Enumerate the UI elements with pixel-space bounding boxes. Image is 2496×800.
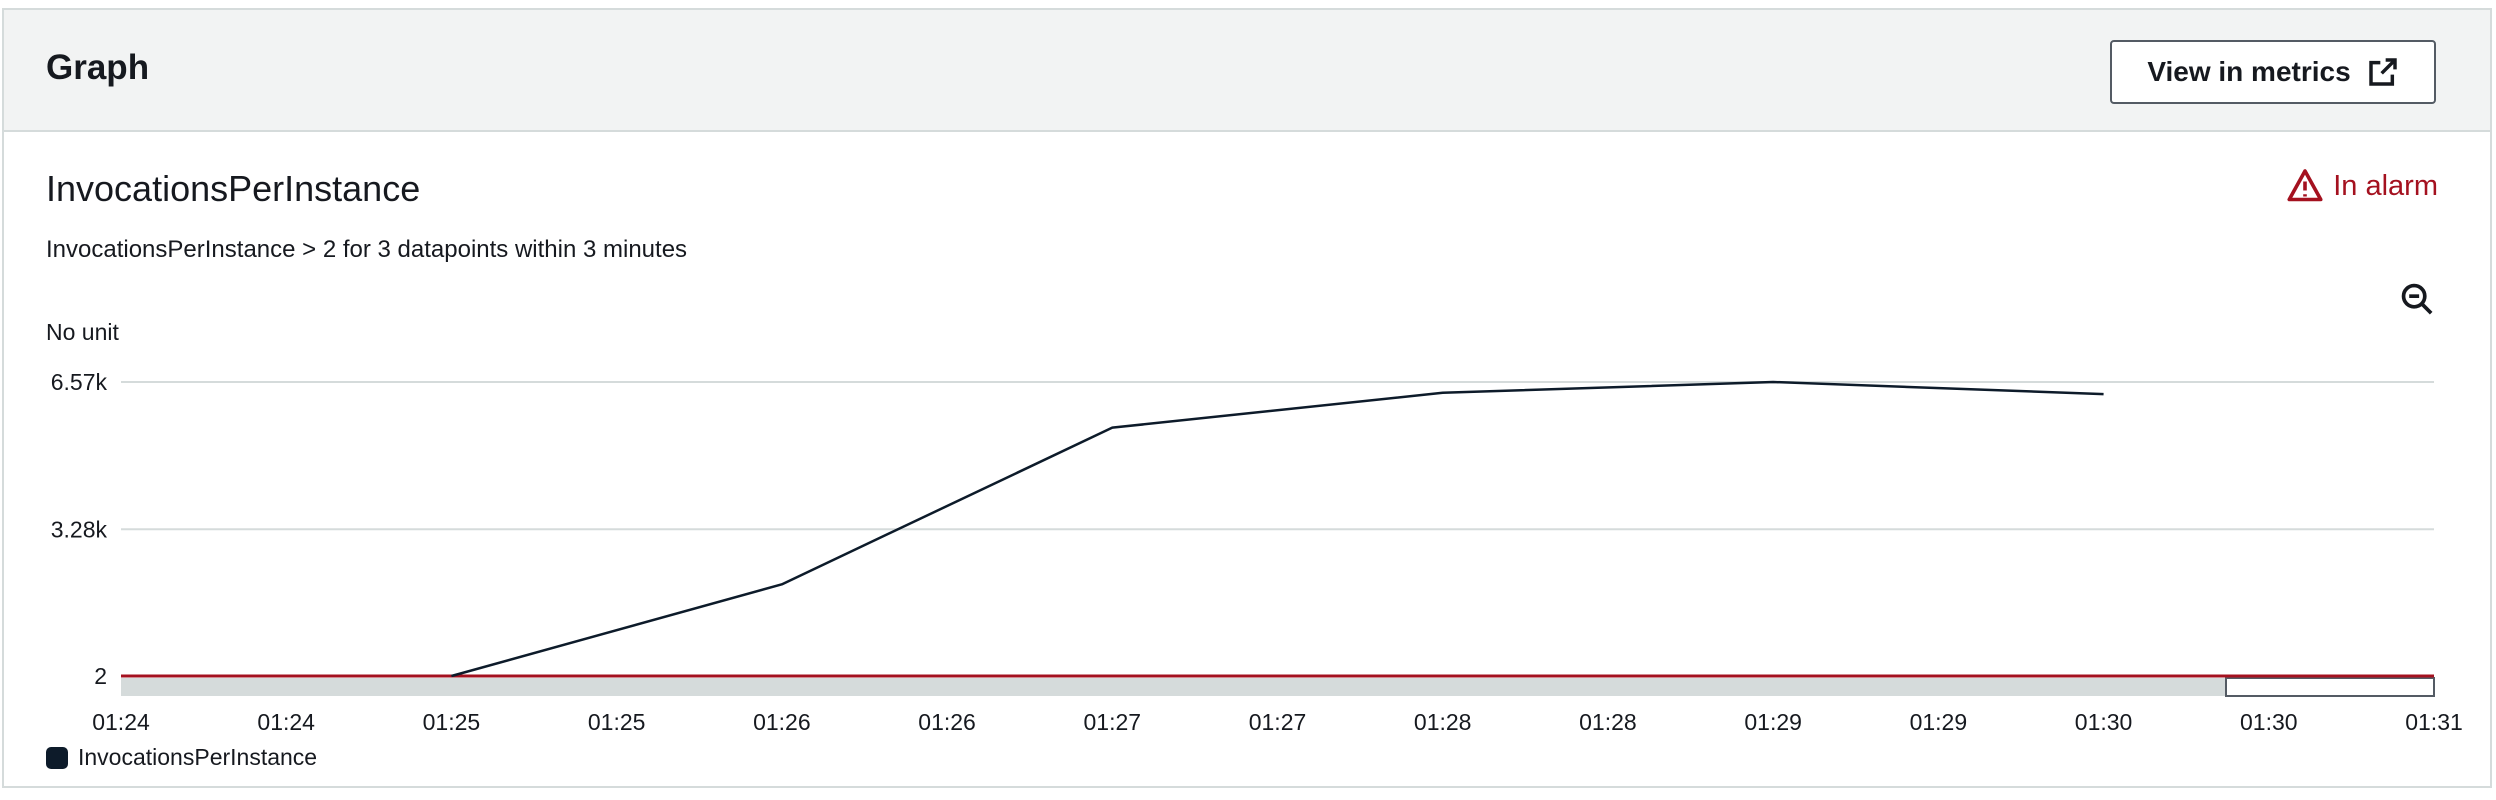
x-tick-label: 01:29 [1910,709,1968,735]
y-tick-label: 6.57k [51,369,108,395]
x-tick-label: 01:25 [588,709,646,735]
x-tick-label: 01:28 [1414,709,1472,735]
view-in-metrics-label: View in metrics [2147,56,2351,87]
alarm-condition: InvocationsPerInstance > 2 for 3 datapoi… [46,236,688,263]
x-tick-label: 01:27 [1249,709,1307,735]
y-tick-label: 3.28k [51,516,108,542]
x-tick-label: 01:27 [1084,709,1142,735]
range-scrollbar-thumb [2225,677,2435,697]
x-tick-label: 01:28 [1579,709,1637,735]
legend-label: InvocationsPerInstance [78,744,318,770]
warning-triangle-icon [2287,169,2323,202]
x-tick-label: 01:30 [2075,709,2133,735]
alarm-status-label: In alarm [2333,169,2438,202]
alarm-status: In alarm [2287,168,2438,204]
panel-header: Graph View in metrics [4,10,2490,132]
range-scrollbar [121,678,2434,696]
x-tick-label: 01:30 [2240,709,2298,735]
zoom-out-icon[interactable] [2400,282,2434,316]
legend: InvocationsPerInstance [46,744,317,771]
x-tick-label: 01:31 [2405,709,2463,735]
x-tick-label: 01:29 [1744,709,1802,735]
x-tick-label: 01:26 [753,709,811,735]
view-in-metrics-button[interactable]: View in metrics [2110,40,2436,104]
x-tick-label: 01:25 [423,709,481,735]
y-axis-unit-label: No unit [46,319,119,345]
x-tick-label: 01:26 [918,709,976,735]
graph-panel: Graph View in metrics InvocationsPerInst… [2,8,2492,788]
y-tick-label: 2 [94,663,107,689]
x-tick-label: 01:24 [92,709,150,735]
line-chart: No unit 6.57k 3.28k 2 01:24 01:24 01:25 01:25 01… [46,319,2463,735]
panel-title: Graph [46,48,150,87]
metric-title: InvocationsPerInstance [46,168,421,209]
external-link-icon [2368,58,2397,86]
legend-swatch [46,746,68,769]
x-tick-label: 01:24 [257,709,315,735]
series-line-0 [451,380,2104,678]
